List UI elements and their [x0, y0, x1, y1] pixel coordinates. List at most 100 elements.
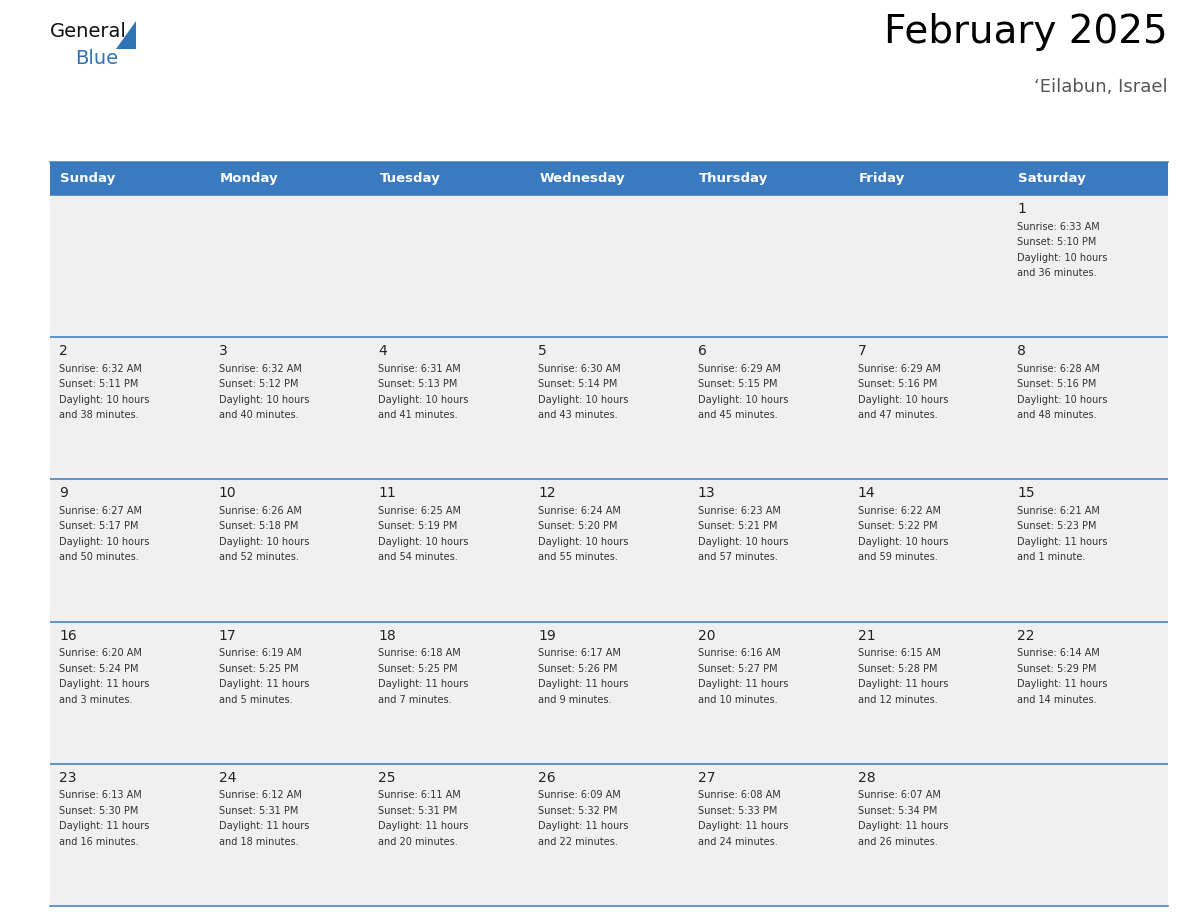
Text: Blue: Blue	[75, 49, 118, 68]
Text: Sunrise: 6:33 AM: Sunrise: 6:33 AM	[1017, 221, 1100, 231]
Text: Daylight: 11 hours: Daylight: 11 hours	[219, 679, 309, 689]
Text: Sunset: 5:32 PM: Sunset: 5:32 PM	[538, 806, 618, 816]
Text: Sunday: Sunday	[61, 172, 115, 185]
Text: and 45 minutes.: and 45 minutes.	[697, 410, 778, 420]
Bar	[369, 195, 529, 337]
Text: and 36 minutes.: and 36 minutes.	[1017, 268, 1097, 278]
Text: Sunset: 5:16 PM: Sunset: 5:16 PM	[858, 379, 937, 389]
Bar	[689, 479, 848, 621]
Text: Monday: Monday	[220, 172, 278, 185]
Text: 11: 11	[379, 487, 396, 500]
Text: Friday: Friday	[859, 172, 905, 185]
Text: February 2025: February 2025	[884, 13, 1168, 51]
Text: Sunset: 5:17 PM: Sunset: 5:17 PM	[59, 521, 139, 532]
Bar	[1009, 337, 1168, 479]
Text: and 20 minutes.: and 20 minutes.	[379, 837, 459, 846]
Bar	[848, 195, 1009, 337]
Text: Daylight: 11 hours: Daylight: 11 hours	[697, 822, 788, 832]
Text: Sunrise: 6:31 AM: Sunrise: 6:31 AM	[379, 364, 461, 374]
Text: and 48 minutes.: and 48 minutes.	[1017, 410, 1097, 420]
Text: Sunset: 5:10 PM: Sunset: 5:10 PM	[1017, 237, 1097, 247]
Text: Sunrise: 6:19 AM: Sunrise: 6:19 AM	[219, 648, 302, 658]
Text: 17: 17	[219, 629, 236, 643]
Text: Daylight: 11 hours: Daylight: 11 hours	[697, 679, 788, 689]
Text: Daylight: 10 hours: Daylight: 10 hours	[379, 395, 469, 405]
Bar	[848, 479, 1009, 621]
Bar	[210, 479, 369, 621]
Text: Daylight: 10 hours: Daylight: 10 hours	[219, 395, 309, 405]
Text: Sunrise: 6:30 AM: Sunrise: 6:30 AM	[538, 364, 621, 374]
Text: Sunrise: 6:25 AM: Sunrise: 6:25 AM	[379, 506, 461, 516]
Text: Sunset: 5:29 PM: Sunset: 5:29 PM	[1017, 664, 1097, 674]
Text: and 57 minutes.: and 57 minutes.	[697, 553, 778, 563]
Text: Sunrise: 6:26 AM: Sunrise: 6:26 AM	[219, 506, 302, 516]
Text: Sunset: 5:18 PM: Sunset: 5:18 PM	[219, 521, 298, 532]
Text: Sunrise: 6:12 AM: Sunrise: 6:12 AM	[219, 790, 302, 800]
Text: Sunrise: 6:09 AM: Sunrise: 6:09 AM	[538, 790, 621, 800]
Text: Sunset: 5:20 PM: Sunset: 5:20 PM	[538, 521, 618, 532]
Text: Daylight: 10 hours: Daylight: 10 hours	[858, 395, 948, 405]
Text: Sunset: 5:13 PM: Sunset: 5:13 PM	[379, 379, 457, 389]
Text: and 59 minutes.: and 59 minutes.	[858, 553, 937, 563]
Text: Sunset: 5:26 PM: Sunset: 5:26 PM	[538, 664, 618, 674]
Text: and 12 minutes.: and 12 minutes.	[858, 695, 937, 705]
Text: Sunset: 5:21 PM: Sunset: 5:21 PM	[697, 521, 777, 532]
Text: 23: 23	[59, 771, 76, 785]
Text: and 24 minutes.: and 24 minutes.	[697, 837, 778, 846]
Text: Sunset: 5:31 PM: Sunset: 5:31 PM	[219, 806, 298, 816]
Text: Daylight: 11 hours: Daylight: 11 hours	[538, 822, 628, 832]
Text: Sunrise: 6:27 AM: Sunrise: 6:27 AM	[59, 506, 143, 516]
Bar	[529, 337, 689, 479]
Text: Sunset: 5:31 PM: Sunset: 5:31 PM	[379, 806, 457, 816]
Text: 10: 10	[219, 487, 236, 500]
Bar	[689, 195, 848, 337]
Text: 1: 1	[1017, 202, 1026, 216]
Text: 21: 21	[858, 629, 876, 643]
Text: Sunset: 5:25 PM: Sunset: 5:25 PM	[219, 664, 298, 674]
Text: Sunset: 5:30 PM: Sunset: 5:30 PM	[59, 806, 138, 816]
Text: Daylight: 11 hours: Daylight: 11 hours	[379, 679, 469, 689]
Text: and 50 minutes.: and 50 minutes.	[59, 553, 139, 563]
Text: and 47 minutes.: and 47 minutes.	[858, 410, 937, 420]
Text: General: General	[50, 22, 127, 41]
Text: 3: 3	[219, 344, 227, 358]
Text: Daylight: 10 hours: Daylight: 10 hours	[858, 537, 948, 547]
Text: Saturday: Saturday	[1018, 172, 1086, 185]
Bar	[689, 337, 848, 479]
Bar	[1009, 195, 1168, 337]
Bar	[529, 621, 689, 764]
Text: 5: 5	[538, 344, 546, 358]
Text: 13: 13	[697, 487, 715, 500]
Text: 24: 24	[219, 771, 236, 785]
Bar	[210, 195, 369, 337]
Text: 25: 25	[379, 771, 396, 785]
Bar	[50, 621, 210, 764]
Text: and 41 minutes.: and 41 minutes.	[379, 410, 459, 420]
Text: 6: 6	[697, 344, 707, 358]
Text: Sunrise: 6:07 AM: Sunrise: 6:07 AM	[858, 790, 941, 800]
Text: ‘Eilabun, Israel: ‘Eilabun, Israel	[1035, 78, 1168, 96]
Text: Daylight: 11 hours: Daylight: 11 hours	[219, 822, 309, 832]
Text: Daylight: 10 hours: Daylight: 10 hours	[697, 395, 788, 405]
Bar	[369, 621, 529, 764]
Text: 4: 4	[379, 344, 387, 358]
Text: and 52 minutes.: and 52 minutes.	[219, 553, 298, 563]
Text: 7: 7	[858, 344, 866, 358]
Bar	[210, 764, 369, 906]
Bar	[529, 479, 689, 621]
Bar	[529, 195, 689, 337]
Text: Sunrise: 6:14 AM: Sunrise: 6:14 AM	[1017, 648, 1100, 658]
Bar	[848, 162, 1009, 195]
Text: 22: 22	[1017, 629, 1035, 643]
Text: 16: 16	[59, 629, 77, 643]
Text: 28: 28	[858, 771, 876, 785]
Text: Sunset: 5:14 PM: Sunset: 5:14 PM	[538, 379, 618, 389]
Text: 27: 27	[697, 771, 715, 785]
Bar	[689, 621, 848, 764]
Bar	[1009, 479, 1168, 621]
Text: and 7 minutes.: and 7 minutes.	[379, 695, 453, 705]
Text: Daylight: 11 hours: Daylight: 11 hours	[59, 822, 150, 832]
Text: Wednesday: Wednesday	[539, 172, 625, 185]
Text: Sunrise: 6:32 AM: Sunrise: 6:32 AM	[219, 364, 302, 374]
Text: and 14 minutes.: and 14 minutes.	[1017, 695, 1097, 705]
